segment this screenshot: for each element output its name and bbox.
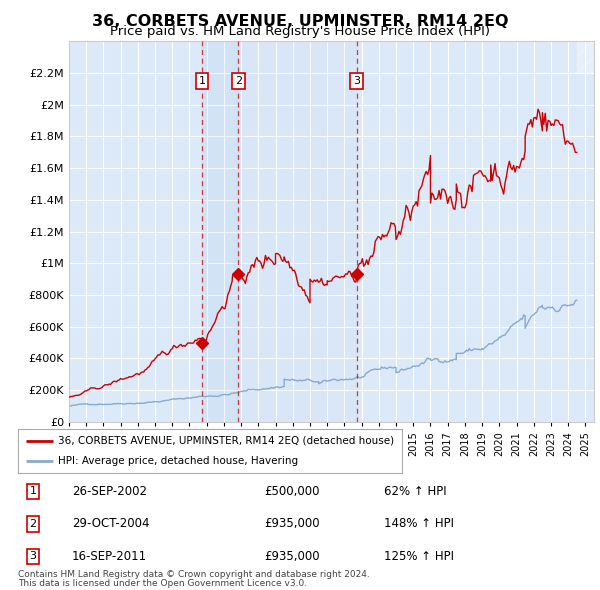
Text: 3: 3 — [29, 552, 37, 561]
Text: 1: 1 — [29, 487, 37, 496]
Text: 26-SEP-2002: 26-SEP-2002 — [72, 485, 147, 498]
Text: 125% ↑ HPI: 125% ↑ HPI — [384, 550, 454, 563]
Text: 2: 2 — [235, 76, 242, 86]
Text: Price paid vs. HM Land Registry's House Price Index (HPI): Price paid vs. HM Land Registry's House … — [110, 25, 490, 38]
Text: 1: 1 — [199, 76, 206, 86]
Bar — [202, 41, 238, 422]
Text: 29-OCT-2004: 29-OCT-2004 — [72, 517, 149, 530]
Text: 148% ↑ HPI: 148% ↑ HPI — [384, 517, 454, 530]
Text: 3: 3 — [353, 76, 360, 86]
Text: This data is licensed under the Open Government Licence v3.0.: This data is licensed under the Open Gov… — [18, 579, 307, 588]
Bar — [238, 41, 356, 422]
Text: 62% ↑ HPI: 62% ↑ HPI — [384, 485, 446, 498]
Text: £500,000: £500,000 — [264, 485, 320, 498]
Text: 36, CORBETS AVENUE, UPMINSTER, RM14 2EQ: 36, CORBETS AVENUE, UPMINSTER, RM14 2EQ — [92, 14, 508, 28]
Text: 36, CORBETS AVENUE, UPMINSTER, RM14 2EQ (detached house): 36, CORBETS AVENUE, UPMINSTER, RM14 2EQ … — [58, 436, 394, 446]
Text: Contains HM Land Registry data © Crown copyright and database right 2024.: Contains HM Land Registry data © Crown c… — [18, 570, 370, 579]
Text: HPI: Average price, detached house, Havering: HPI: Average price, detached house, Have… — [58, 456, 298, 466]
Text: 16-SEP-2011: 16-SEP-2011 — [72, 550, 147, 563]
Text: £935,000: £935,000 — [264, 517, 320, 530]
Text: £935,000: £935,000 — [264, 550, 320, 563]
Text: 2: 2 — [29, 519, 37, 529]
